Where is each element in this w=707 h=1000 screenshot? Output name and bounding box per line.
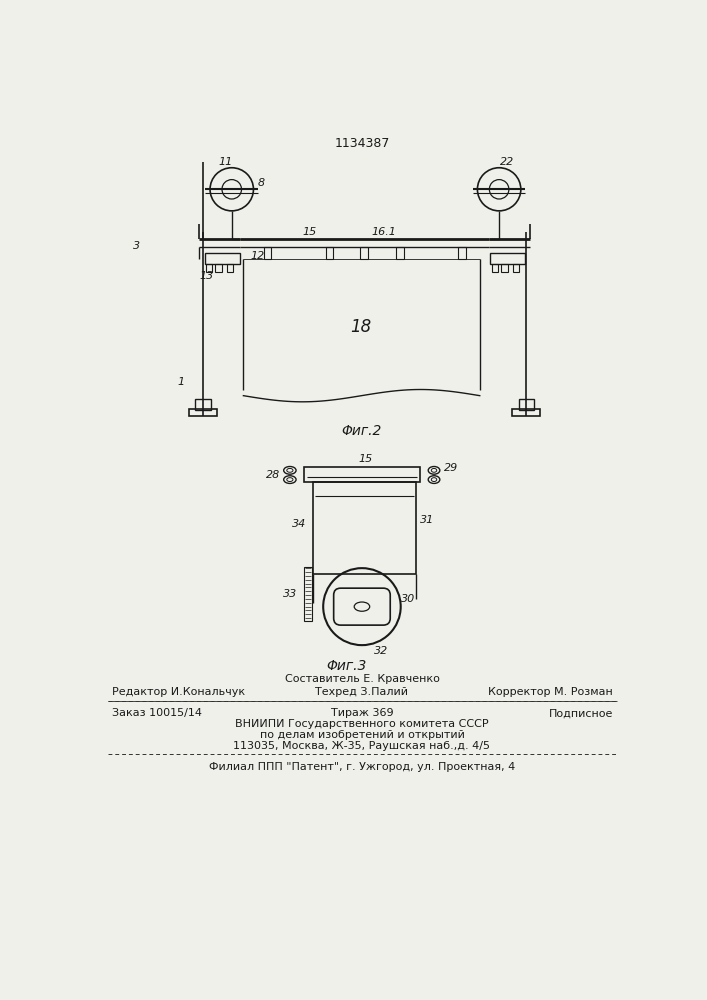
Bar	[304, 466, 420, 482]
Text: 30: 30	[402, 594, 416, 604]
Text: Φиг.2: Φиг.2	[341, 424, 382, 438]
Text: 33: 33	[283, 589, 297, 599]
Bar	[204, 253, 240, 264]
Bar	[227, 264, 233, 272]
Text: 113035, Москва, Ж-35, Раушская наб.,д. 4/5: 113035, Москва, Ж-35, Раушская наб.,д. 4…	[233, 741, 491, 751]
Bar	[490, 253, 525, 264]
Text: по делам изобретений и открытий: по делам изобретений и открытий	[259, 730, 464, 740]
Bar	[458, 247, 466, 259]
Text: Филиал ППП "Патент", г. Ужгород, ул. Проектная, 4: Филиал ППП "Патент", г. Ужгород, ул. Про…	[209, 762, 515, 772]
Bar	[361, 247, 368, 259]
Bar	[189, 409, 217, 416]
Text: Техред З.Палий: Техред З.Палий	[315, 687, 409, 697]
Text: Заказ 10015/14: Заказ 10015/14	[112, 708, 201, 718]
Text: Тираж 369: Тираж 369	[331, 708, 393, 718]
Text: 15: 15	[358, 454, 373, 464]
Text: 32: 32	[374, 646, 388, 656]
Text: 3: 3	[133, 241, 140, 251]
Bar	[325, 247, 333, 259]
Text: 13: 13	[200, 271, 214, 281]
Bar	[513, 409, 540, 416]
Text: ВНИИПИ Государственного комитета СССР: ВНИИПИ Государственного комитета СССР	[235, 719, 489, 729]
Bar	[216, 264, 222, 272]
Text: 16.1: 16.1	[371, 227, 396, 237]
Bar	[492, 264, 498, 272]
Bar	[304, 567, 312, 620]
Text: 34: 34	[292, 519, 306, 529]
Text: 15: 15	[303, 227, 317, 237]
Text: Подписное: Подписное	[549, 708, 613, 718]
Text: Составитель Е. Кравченко: Составитель Е. Кравченко	[284, 674, 439, 684]
Bar	[264, 247, 271, 259]
Text: 1: 1	[178, 377, 185, 387]
Text: 8: 8	[257, 178, 264, 188]
Text: 31: 31	[420, 515, 434, 525]
Bar	[206, 264, 212, 272]
Text: 29: 29	[444, 463, 458, 473]
Text: 12: 12	[250, 251, 264, 261]
Text: 11: 11	[218, 157, 233, 167]
Text: 1134387: 1134387	[334, 137, 390, 150]
Bar	[396, 247, 404, 259]
Bar	[195, 399, 211, 410]
Bar	[518, 399, 534, 410]
Text: 22: 22	[500, 157, 514, 167]
Bar	[513, 264, 519, 272]
Text: Корректор М. Розман: Корректор М. Розман	[489, 687, 613, 697]
Text: Φиг.3: Φиг.3	[326, 659, 367, 673]
Text: 18: 18	[351, 318, 372, 336]
Text: 28: 28	[266, 470, 280, 480]
Bar	[501, 264, 508, 272]
Bar	[313, 482, 416, 574]
Text: Редактор И.Кональчук: Редактор И.Кональчук	[112, 687, 245, 697]
